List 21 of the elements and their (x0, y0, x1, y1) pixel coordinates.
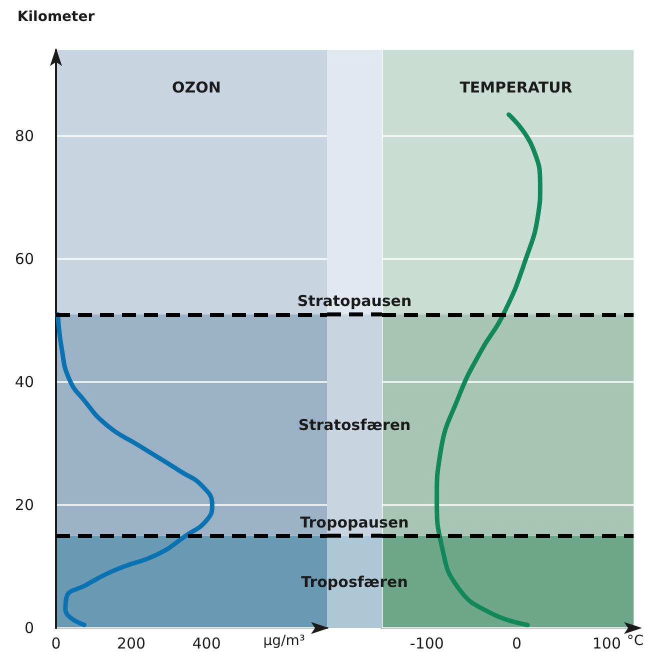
text: OZON (172, 78, 221, 96)
x-tick-label: 0 (51, 634, 61, 652)
ref-line-label: Stratopausen (297, 292, 412, 310)
x-axis-title: °C (626, 633, 644, 649)
y-tick-label: 40 (14, 373, 34, 392)
x-tick-label: 0 (512, 634, 522, 652)
line-series (56, 312, 214, 628)
y-tick-label: 20 (14, 496, 34, 514)
band-label: Stratosfæren (298, 416, 411, 434)
x-tick-label: 200 (116, 634, 146, 652)
y-tick-label: 80 (14, 127, 34, 146)
x-axis-title: μg/m³ (263, 633, 305, 649)
x-tick-label: 400 (192, 634, 221, 652)
y-tick-label: 60 (14, 250, 34, 268)
band-label: Troposfæren (301, 572, 408, 591)
text: TEMPERATUR (460, 78, 573, 96)
y-tick-label: 0 (24, 619, 34, 637)
y-axis-title: Kilometer (17, 9, 95, 25)
x-tick-label: 100 (592, 634, 622, 652)
ref-line-label: Tropopausen (300, 513, 409, 532)
x-tick-label: -100 (410, 634, 444, 652)
